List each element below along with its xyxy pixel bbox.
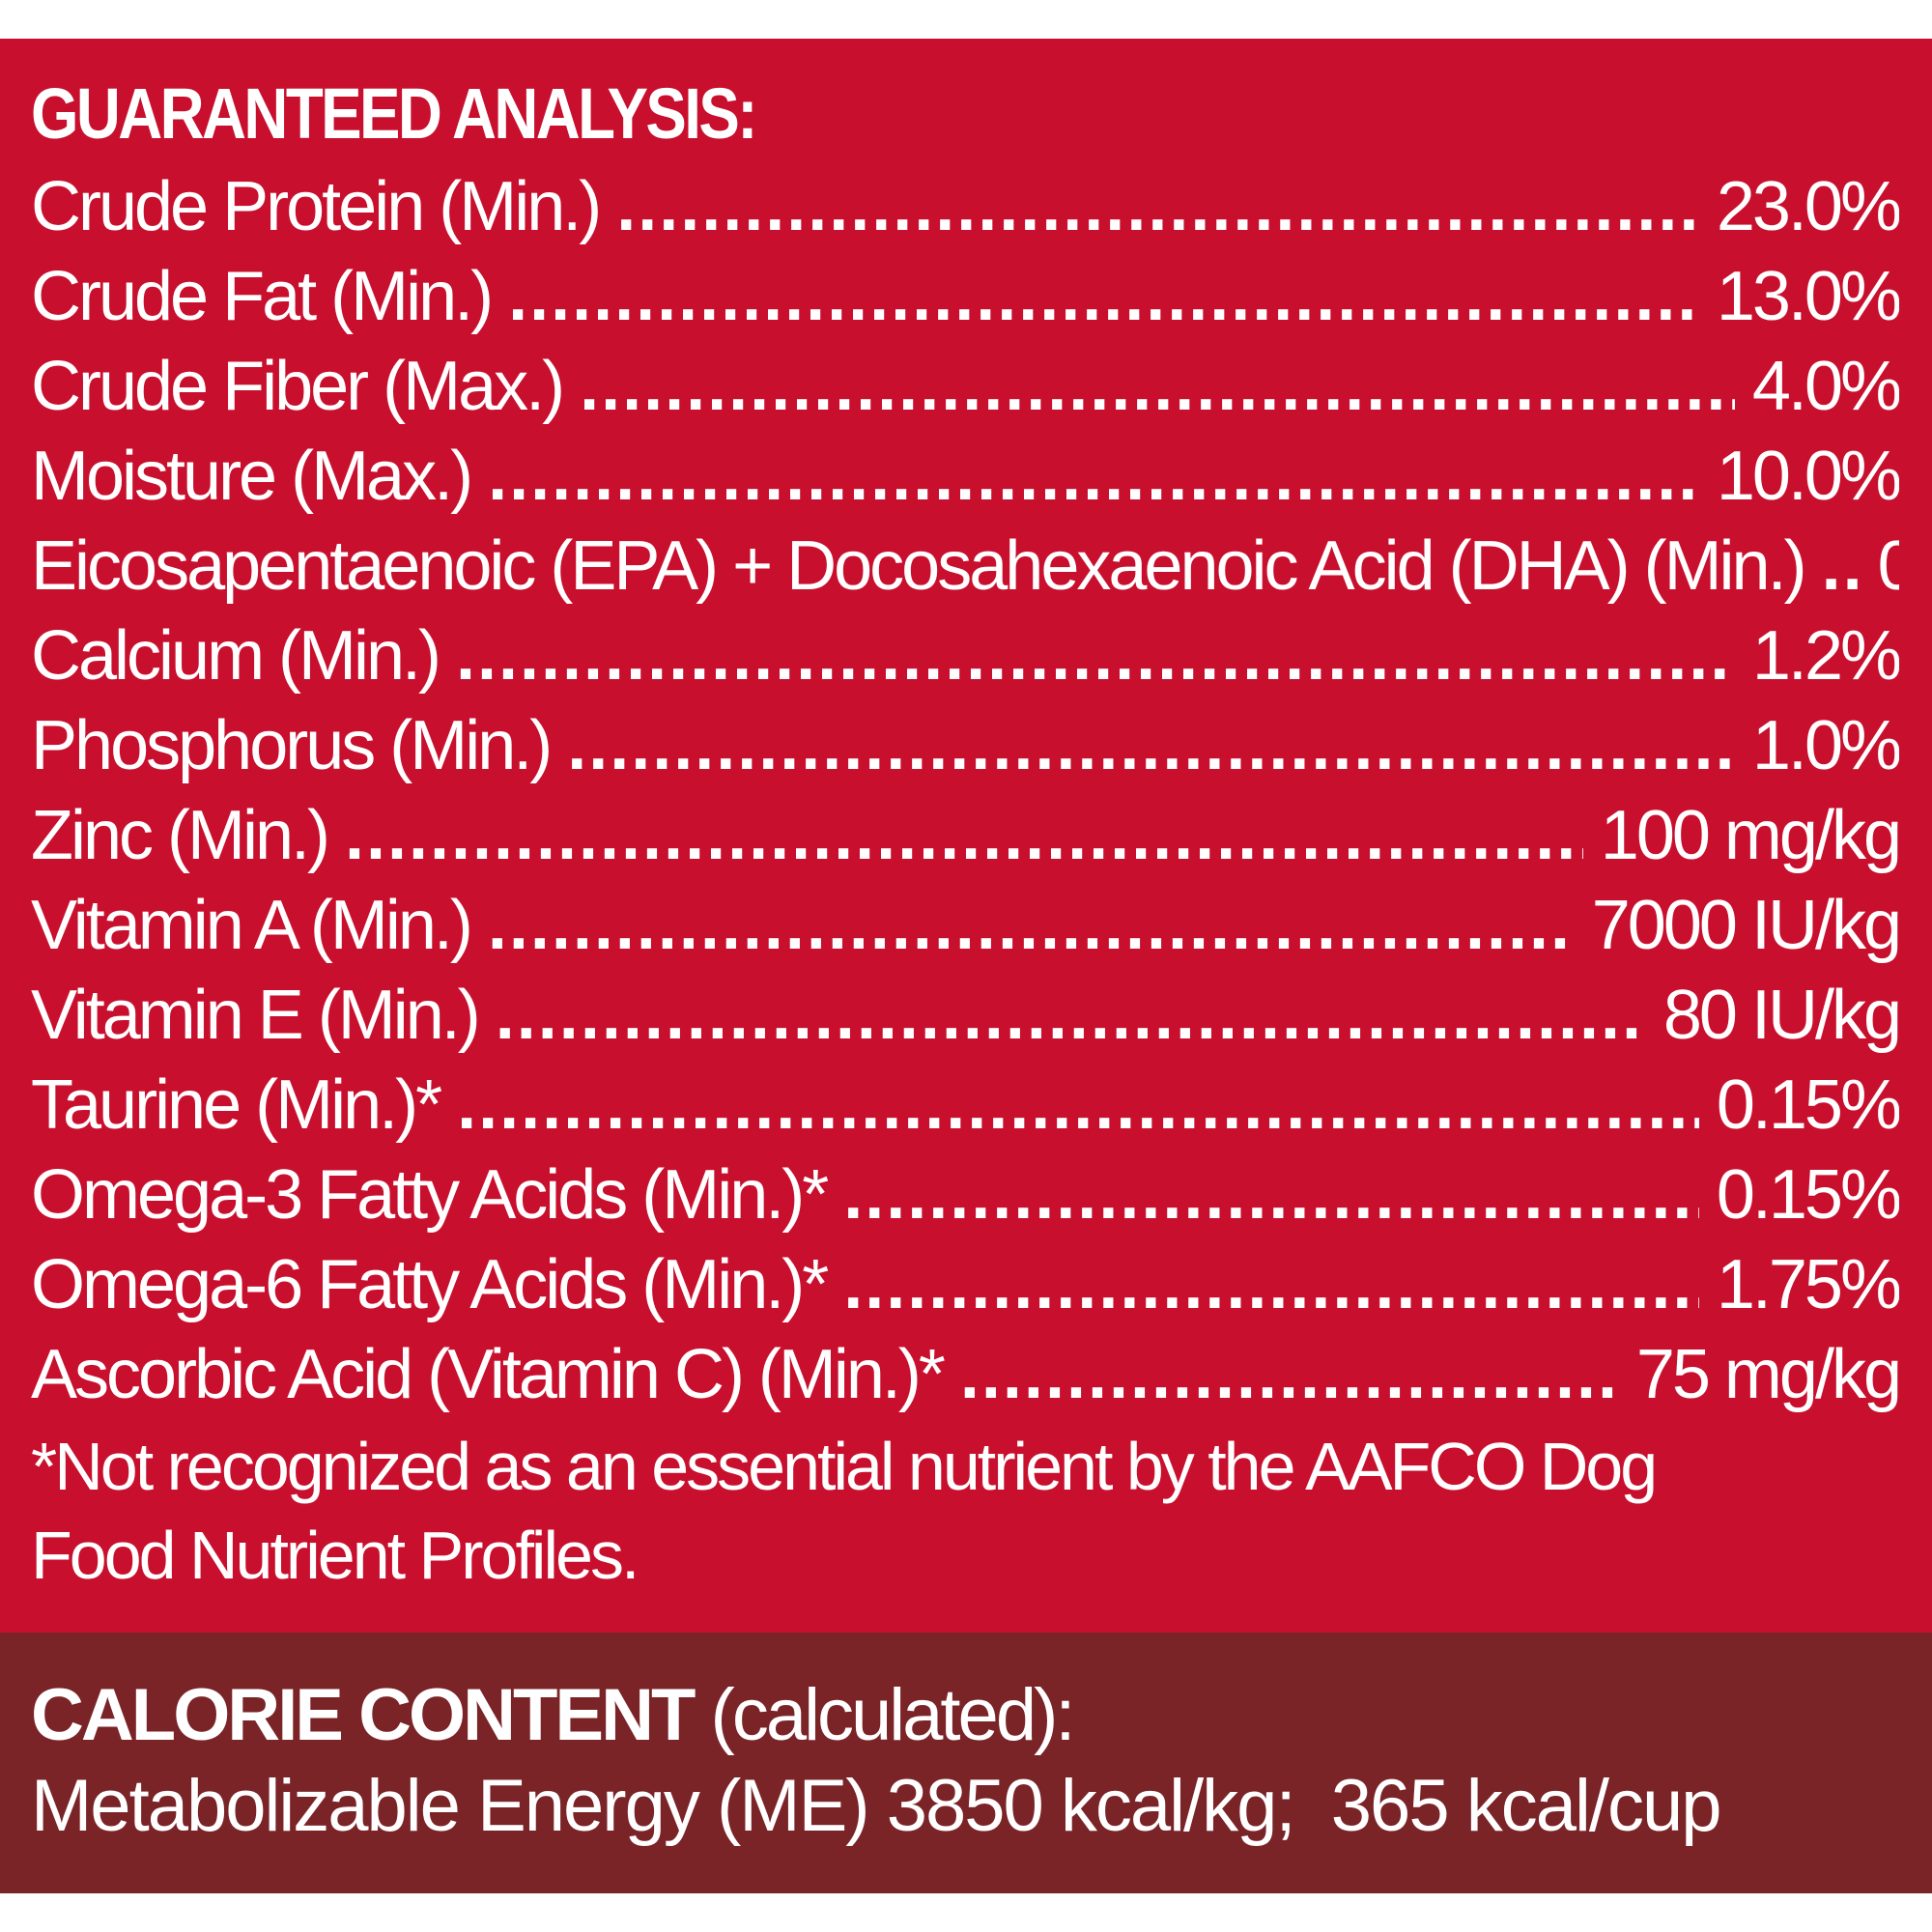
nutrient-value: 0.05% (1877, 527, 1899, 605)
nutrient-label: Vitamin E (Min.) (31, 977, 481, 1054)
nutrient-label: Moisture (Max.) (31, 438, 473, 515)
nutrient-label: Omega-3 Fatty Acids (Min.)* (31, 1156, 829, 1234)
dot-leader: ........................................… (457, 1066, 1699, 1144)
dot-leader: ........................................… (487, 887, 1575, 964)
nutrient-value: 0.15% (1716, 1156, 1899, 1234)
analysis-rows: Crude Protein (Min.) ...................… (31, 162, 1899, 1420)
analysis-row: Phosphorus (Min.) ......................… (31, 701, 1899, 791)
nutrient-value: 23.0% (1716, 168, 1899, 245)
dot-leader: ........................................… (456, 617, 1735, 695)
calorie-heading-caps: CALORIE CONTENT (31, 1674, 696, 1756)
dot-leader: ........................................… (843, 1156, 1699, 1234)
analysis-row: Zinc (Min.) ............................… (31, 791, 1899, 881)
nutrient-value: 1.2% (1751, 617, 1899, 695)
nutrient-label: Ascorbic Acid (Vitamin C) (Min.)* (31, 1336, 946, 1413)
analysis-row: Calcium (Min.) .........................… (31, 611, 1899, 701)
analysis-row: Vitamin E (Min.) .......................… (31, 971, 1899, 1061)
nutrient-label: Crude Fat (Min.) (31, 258, 494, 335)
dot-leader: ........................................… (495, 977, 1646, 1054)
nutrient-value: 1.0% (1751, 707, 1899, 784)
nutrient-value: 10.0% (1716, 438, 1899, 515)
aafco-footnote: *Not recognized as an essential nutrient… (31, 1429, 1658, 1593)
nutrient-value: 100 mg/kg (1600, 797, 1899, 874)
calorie-heading-rest: (calculated): (693, 1674, 1076, 1756)
nutrient-value: 80 IU/kg (1662, 977, 1899, 1054)
analysis-row: Taurine (Min.)* ........................… (31, 1061, 1899, 1151)
analysis-row: Ascorbic Acid (Vitamin C) (Min.)* ......… (31, 1330, 1899, 1420)
nutrient-value: 0.15% (1716, 1066, 1899, 1144)
nutrient-label: Calcium (Min.) (31, 617, 441, 695)
nutrient-label: Crude Fiber (Max.) (31, 348, 565, 425)
dot-leader: ........................................… (616, 168, 1699, 245)
nutrient-value: 7000 IU/kg (1591, 887, 1899, 964)
metabolizable-energy-line: Metabolizable Energy (ME) 3850 kcal/kg; … (31, 1765, 1722, 1847)
analysis-row: Crude Protein (Min.) ...................… (31, 162, 1899, 252)
dot-leader: ........................................… (508, 258, 1699, 335)
dot-leader: ........................................… (488, 438, 1699, 515)
analysis-row: Moisture (Max.) ........................… (31, 432, 1899, 522)
analysis-row: Omega-3 Fatty Acids (Min.)* ............… (31, 1151, 1899, 1240)
calorie-content-panel: CALORIE CONTENT (calculated): Metaboliza… (0, 1633, 1932, 1893)
guaranteed-analysis-panel: GUARANTEED ANALYSIS: Crude Protein (Min.… (0, 39, 1932, 1633)
nutrient-label: Phosphorus (Min.) (31, 707, 553, 784)
nutrient-label: Eicosapentaenoic (EPA) + Docosahexaenoic… (31, 527, 1807, 605)
dot-leader: ........................................… (959, 1336, 1619, 1413)
analysis-row: Eicosapentaenoic (EPA) + Docosahexaenoic… (31, 522, 1899, 611)
analysis-row: Omega-6 Fatty Acids (Min.)* ............… (31, 1240, 1899, 1330)
nutrient-label: Crude Protein (Min.) (31, 168, 602, 245)
dot-leader: ........................................… (567, 707, 1735, 784)
nutrient-value: 75 mg/kg (1635, 1336, 1899, 1413)
nutrient-label: Vitamin A (Min.) (31, 887, 473, 964)
dot-leader: ........................................… (1821, 527, 1861, 605)
nutrient-value: 1.75% (1716, 1246, 1899, 1323)
dot-leader: ........................................… (580, 348, 1735, 425)
nutrient-label: Taurine (Min.)* (31, 1066, 442, 1144)
calorie-content-heading: CALORIE CONTENT (calculated): (31, 1671, 1899, 1760)
analysis-row: Crude Fat (Min.) .......................… (31, 252, 1899, 342)
analysis-row: Vitamin A (Min.) .......................… (31, 881, 1899, 971)
guaranteed-analysis-heading: GUARANTEED ANALYSIS: (31, 73, 757, 154)
dot-leader: ........................................… (345, 797, 1583, 874)
nutrient-label: Omega-6 Fatty Acids (Min.)* (31, 1246, 829, 1323)
dot-leader: ........................................… (843, 1246, 1699, 1323)
nutrient-label: Zinc (Min.) (31, 797, 330, 874)
analysis-row: Crude Fiber (Max.) .....................… (31, 342, 1899, 432)
nutrient-value: 4.0% (1751, 348, 1899, 425)
nutrient-value: 13.0% (1716, 258, 1899, 335)
